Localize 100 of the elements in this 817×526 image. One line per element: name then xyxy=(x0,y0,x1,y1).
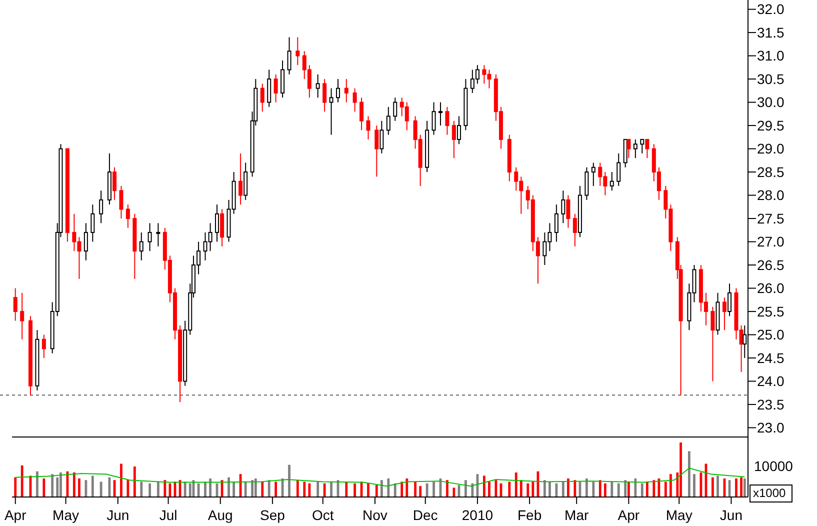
candlestick xyxy=(366,116,370,140)
bar xyxy=(274,482,278,497)
bar xyxy=(585,478,588,497)
bar xyxy=(514,472,518,497)
bar xyxy=(375,485,378,497)
bar xyxy=(91,476,94,497)
bar xyxy=(400,482,404,497)
candlestick xyxy=(99,190,104,224)
candlestick xyxy=(148,222,152,252)
bar xyxy=(184,482,186,497)
y-tick-label: 32.0 xyxy=(757,1,784,18)
bar xyxy=(670,474,672,497)
candlestick xyxy=(344,78,348,103)
bar xyxy=(126,480,130,497)
candlestick xyxy=(566,194,570,228)
bar xyxy=(664,482,667,497)
candlestick xyxy=(238,152,243,206)
bar xyxy=(164,480,166,497)
x-tick-label: Jul xyxy=(159,507,178,523)
x-tick-label: May xyxy=(666,507,692,523)
bar xyxy=(414,482,416,497)
y-tick-label: 26.0 xyxy=(757,280,784,296)
bar xyxy=(20,465,24,497)
x-tick-label: Sep xyxy=(260,507,286,523)
candlestick xyxy=(722,297,726,331)
candlestick xyxy=(13,288,18,322)
y-tick-label: 24.5 xyxy=(757,350,784,366)
bar xyxy=(652,480,656,497)
candlestick xyxy=(119,185,124,219)
bar xyxy=(380,480,383,497)
bar xyxy=(330,482,332,497)
bar xyxy=(452,488,456,497)
candlestick xyxy=(380,120,384,154)
candlestick xyxy=(20,292,24,340)
x-tick-label: Feb xyxy=(517,507,542,523)
candlestick xyxy=(42,334,46,358)
bar xyxy=(743,478,746,497)
bar xyxy=(36,471,38,497)
candlestick xyxy=(112,166,116,200)
bar xyxy=(42,478,46,497)
bar xyxy=(526,483,530,497)
candlestick xyxy=(274,74,278,103)
bar xyxy=(574,480,576,497)
candlestick xyxy=(610,172,614,192)
candlestick xyxy=(90,204,95,242)
y-tick-label: 23.0 xyxy=(757,420,784,436)
candlestick xyxy=(386,106,390,136)
candlestick xyxy=(452,120,456,159)
bar xyxy=(700,472,702,497)
bar xyxy=(120,464,122,497)
bar xyxy=(627,482,630,497)
bar xyxy=(712,477,714,497)
y-tick-label: 30.0 xyxy=(757,94,784,110)
bar xyxy=(244,482,247,497)
bar xyxy=(634,478,637,497)
x-tick-label: Jun xyxy=(720,507,742,523)
y-tick-label: 30.5 xyxy=(757,70,784,87)
y-tick-label: 28.0 xyxy=(757,187,784,204)
candlestick xyxy=(336,78,340,103)
x-tick-label: 2010 xyxy=(462,507,494,523)
candlestick xyxy=(645,138,650,159)
bar xyxy=(204,482,206,497)
bar xyxy=(354,483,356,497)
bar xyxy=(367,483,370,497)
bar xyxy=(646,482,648,497)
bar xyxy=(604,483,606,497)
bar xyxy=(133,466,136,497)
bar xyxy=(471,483,474,497)
bar xyxy=(464,480,467,497)
bar xyxy=(624,480,627,497)
bar xyxy=(735,478,738,497)
bar xyxy=(156,482,160,497)
bar xyxy=(140,482,143,497)
candlestick xyxy=(352,88,357,112)
y-tick-label: 23.5 xyxy=(757,396,784,412)
y-tick-label: 31.0 xyxy=(757,48,784,64)
y-tick-label: 27.0 xyxy=(757,234,784,250)
candlestick xyxy=(633,138,638,159)
bar xyxy=(288,464,290,497)
y-tick-label: 25.0 xyxy=(757,326,784,343)
bar xyxy=(592,482,595,497)
bar xyxy=(296,480,299,497)
bar xyxy=(345,482,348,497)
y-tick-label: 27.5 xyxy=(757,210,784,226)
bar xyxy=(72,472,76,497)
candlestick xyxy=(640,138,644,154)
candlestick xyxy=(438,102,442,126)
candlestick xyxy=(244,162,248,200)
candlestick xyxy=(456,116,461,145)
bar xyxy=(316,482,320,497)
x-tick-label: Mar xyxy=(564,507,589,523)
bar xyxy=(387,478,390,497)
bar xyxy=(426,483,428,497)
bar xyxy=(548,482,551,497)
bar xyxy=(716,476,719,497)
bar xyxy=(84,480,88,497)
bar xyxy=(51,474,54,497)
bar xyxy=(617,483,620,497)
candlestick xyxy=(126,204,130,228)
bar xyxy=(100,482,102,497)
